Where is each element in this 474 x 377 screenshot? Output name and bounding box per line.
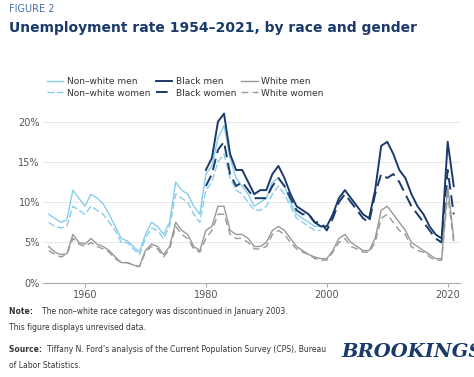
Text: of Labor Statistics.: of Labor Statistics.	[9, 361, 81, 370]
Text: Unemployment rate 1954–2021, by race and gender: Unemployment rate 1954–2021, by race and…	[9, 21, 418, 35]
Text: Tiffany N. Ford’s analysis of the Current Population Survey (CPS), Bureau: Tiffany N. Ford’s analysis of the Curren…	[47, 345, 327, 354]
Text: FIGURE 2: FIGURE 2	[9, 4, 55, 14]
Legend: Non–white men, Non–white women, Black men, Black women, White men, White women: Non–white men, Non–white women, Black me…	[47, 77, 324, 98]
Text: This figure displays unrevised data.: This figure displays unrevised data.	[9, 323, 146, 332]
Text: The non–white race category was discontinued in January 2003.: The non–white race category was disconti…	[42, 307, 287, 316]
Text: BROOKINGS: BROOKINGS	[341, 343, 474, 361]
Text: Note:: Note:	[9, 307, 36, 316]
Text: Source:: Source:	[9, 345, 45, 354]
